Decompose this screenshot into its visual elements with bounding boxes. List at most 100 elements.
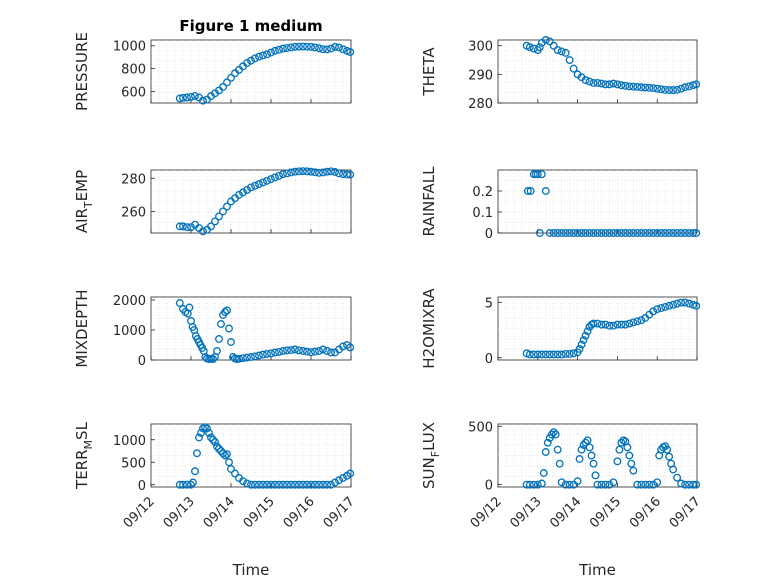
data-point <box>193 449 201 458</box>
data-point <box>346 170 355 179</box>
data-point <box>613 229 622 237</box>
data-point <box>549 229 558 237</box>
data-point <box>225 324 233 333</box>
data-point <box>681 480 690 489</box>
data-point <box>287 168 295 177</box>
data-point <box>315 44 323 53</box>
data-point <box>271 173 279 182</box>
data-point <box>525 43 534 52</box>
data-point <box>543 438 552 447</box>
data-point <box>271 480 279 489</box>
data-point <box>557 478 566 487</box>
subplot-grid: 600 800 1000 PRESSURE 280 290 300 THETA 260 280 AI… <box>73 32 704 579</box>
data-point <box>191 467 199 476</box>
data-point <box>279 480 287 489</box>
data-point <box>183 93 191 102</box>
data-point <box>653 478 662 487</box>
data-point <box>207 433 215 442</box>
y-axis-label: PRESSURE <box>73 32 91 111</box>
data-point <box>621 229 630 237</box>
data-point <box>673 473 682 482</box>
data-point <box>205 429 213 437</box>
data-point <box>235 354 243 363</box>
data-point <box>677 84 686 93</box>
data-point <box>346 343 355 352</box>
data-point <box>663 445 672 454</box>
x-axis-label: Time <box>232 561 270 579</box>
data-point <box>547 430 556 439</box>
data-point <box>243 58 251 67</box>
data-point <box>613 80 622 89</box>
x-tick-label: 09/17 <box>321 494 358 531</box>
data-point <box>565 480 574 489</box>
data-point <box>211 438 219 446</box>
data-point <box>589 79 598 87</box>
y-tick-label: 280 <box>121 172 146 187</box>
data-point <box>589 459 598 468</box>
data-point <box>255 480 263 489</box>
x-tick-label: 09/16 <box>281 494 318 531</box>
data-point <box>213 442 221 451</box>
data-point <box>557 350 566 359</box>
data-point <box>665 301 674 310</box>
data-point <box>223 78 231 87</box>
data-point <box>315 347 323 355</box>
x-axis-label: Time <box>578 561 616 579</box>
data-point <box>561 349 570 358</box>
data-point <box>267 48 275 57</box>
data-point <box>299 480 307 489</box>
data-point <box>319 168 327 177</box>
data-point <box>649 229 658 237</box>
data-point <box>553 46 562 54</box>
data-point <box>247 480 255 489</box>
data-point <box>627 459 636 468</box>
data-point <box>657 229 666 237</box>
data-point <box>541 187 550 195</box>
data-point <box>597 320 606 329</box>
data-point <box>692 480 701 489</box>
data-point <box>561 480 570 489</box>
data-point <box>235 190 243 199</box>
data-point <box>685 299 693 308</box>
data-point <box>681 298 690 307</box>
data-point <box>201 423 209 432</box>
data-point <box>283 480 291 489</box>
data-point <box>189 478 197 487</box>
x-tick-label: 09/14 <box>547 494 584 531</box>
data-point <box>581 438 590 447</box>
data-point <box>677 479 686 488</box>
data-point <box>537 350 546 359</box>
data-point <box>623 443 632 452</box>
y-tick-label: 0.2 <box>472 185 493 200</box>
data-point <box>223 202 231 211</box>
x-tick-label: 09/12 <box>468 494 505 531</box>
y-tick-label: 500 <box>468 420 493 435</box>
data-point <box>243 353 251 362</box>
data-point <box>221 308 229 316</box>
data-point <box>557 47 566 56</box>
data-point <box>637 480 646 489</box>
data-point <box>227 73 235 82</box>
y-tick-label: 1000 <box>113 324 146 339</box>
y-tick-label: 0 <box>138 479 146 494</box>
data-point <box>601 480 610 489</box>
data-point <box>613 320 622 329</box>
x-tick-label: 09/16 <box>627 494 664 531</box>
data-point <box>601 80 610 89</box>
y-tick-label: 260 <box>121 205 146 220</box>
data-point <box>669 86 678 95</box>
data-point <box>267 349 275 358</box>
data-point <box>585 443 594 452</box>
data-point <box>625 451 634 460</box>
data-point <box>263 350 271 358</box>
data-point <box>339 342 347 351</box>
data-point <box>577 445 586 454</box>
data-point <box>685 82 693 91</box>
data-point <box>187 223 195 232</box>
data-point <box>673 229 682 237</box>
data-point <box>231 469 239 478</box>
data-point <box>215 335 223 343</box>
data-point <box>291 42 299 51</box>
data-point <box>637 83 646 92</box>
